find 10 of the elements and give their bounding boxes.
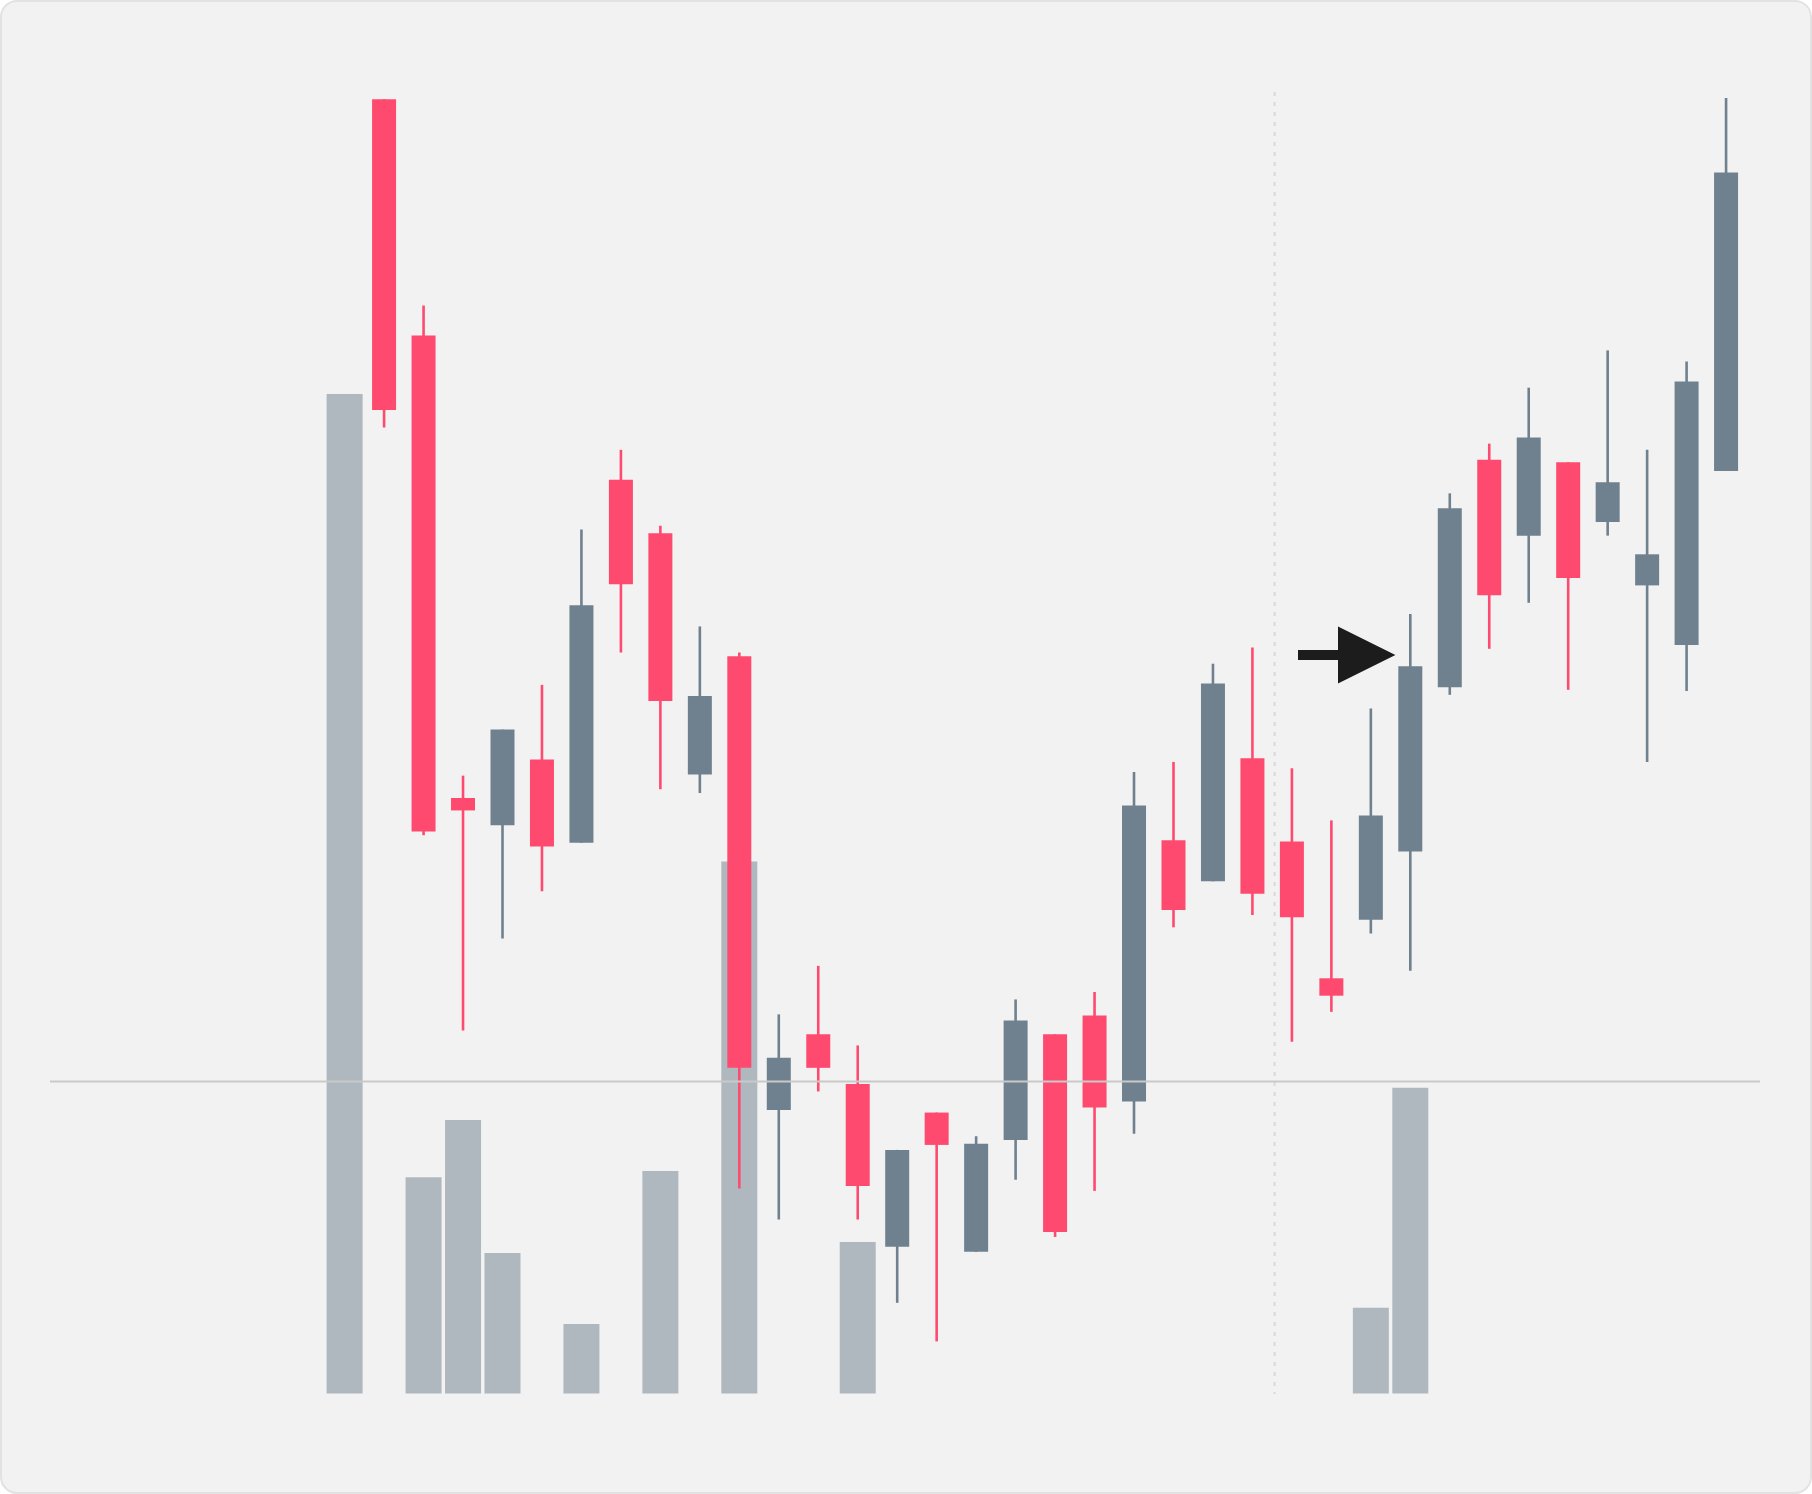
- candlestick: [451, 774, 476, 1032]
- candlestick: [1595, 349, 1620, 537]
- bar: [326, 393, 363, 1394]
- candlestick: [806, 964, 831, 1093]
- bar: [839, 1241, 876, 1394]
- candlestick: [924, 1111, 949, 1343]
- candlestick: [1635, 448, 1660, 764]
- bar: [563, 1323, 600, 1394]
- bar: [642, 1171, 679, 1394]
- candlestick: [1319, 819, 1344, 1014]
